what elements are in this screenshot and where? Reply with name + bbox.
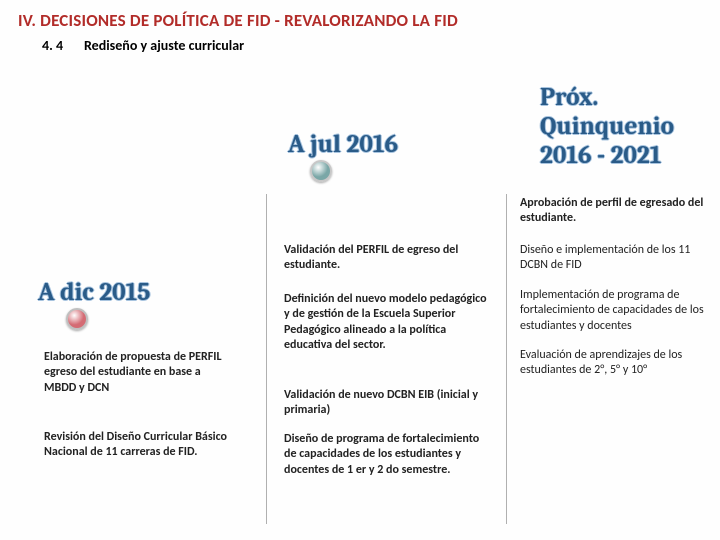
column-separator-1 bbox=[266, 194, 267, 524]
bullet-text: Diseño de programa de fortalecimiento de… bbox=[284, 432, 492, 478]
phase-title-jul-2016: A jul 2016 bbox=[288, 130, 398, 159]
subtitle-text: Rediseño y ajuste curricular bbox=[84, 37, 244, 54]
column-separator-2 bbox=[506, 194, 507, 524]
bullet-text: Elaboración de propuesta de PERFIL egres… bbox=[44, 350, 234, 396]
main-title: IV. DECISIONES DE POLÍTICA DE FID - REVA… bbox=[18, 10, 702, 31]
bullet-text: Diseño e implementación de los 11 DCBN d… bbox=[520, 243, 710, 274]
subtitle-number: 4. 4 bbox=[42, 37, 84, 54]
bullet-text: Validación del PERFIL de egreso del estu… bbox=[284, 243, 492, 274]
phase-title-dic-2015: A dic 2015 bbox=[38, 278, 150, 307]
phase-title-quinquenio: Próx. Quinquenio 2016 - 2021 bbox=[540, 83, 720, 170]
timeline-node-2 bbox=[310, 160, 332, 182]
bullet-text: Evaluación de aprendizajes de los estudi… bbox=[520, 348, 710, 379]
bullet-text: Revisión del Diseño Curricular Básico Na… bbox=[44, 430, 234, 461]
bullet-text: Definición del nuevo modelo pedagógico y… bbox=[284, 292, 492, 353]
bullet-text: Validación de nuevo DCBN EIB (inicial y … bbox=[284, 388, 492, 419]
bullet-text: Aprobación de perfil de egresado del est… bbox=[520, 196, 710, 227]
bullet-text: Implementación de programa de fortalecim… bbox=[520, 288, 710, 334]
subtitle-row: 4. 4 Rediseño y ajuste curricular bbox=[18, 37, 702, 54]
timeline-node-1 bbox=[66, 308, 88, 330]
slide-page: IV. DECISIONES DE POLÍTICA DE FID - REVA… bbox=[0, 0, 720, 540]
